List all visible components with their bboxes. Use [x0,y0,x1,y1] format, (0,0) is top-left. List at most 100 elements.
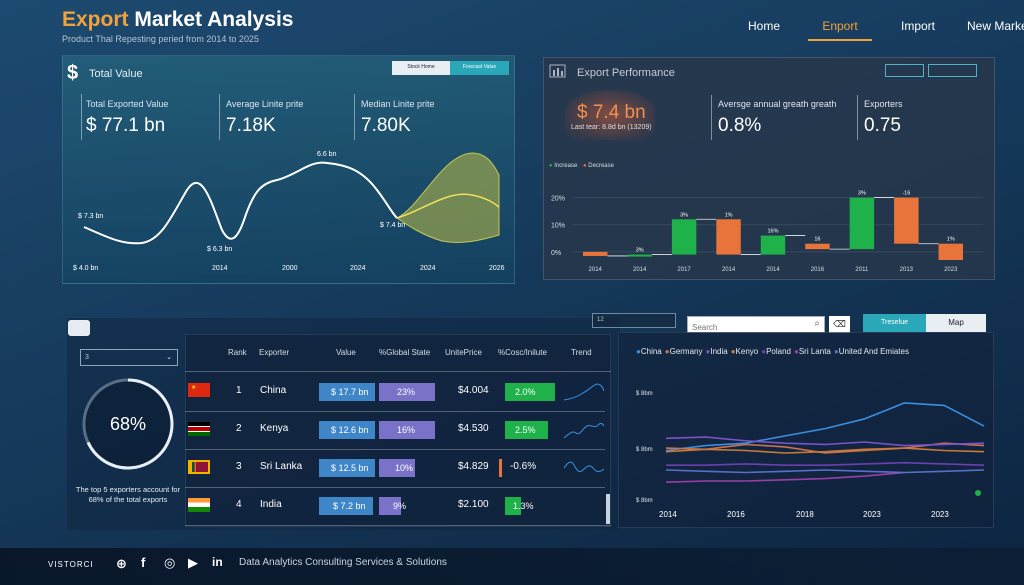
youtube-icon[interactable]: ▶ [188,555,198,570]
series-line-china[interactable] [665,402,985,452]
annotation-peak: 6.6 bn [317,151,337,158]
eraser-icon[interactable]: ⌫ [829,316,850,333]
waterfall-bar[interactable] [849,197,875,250]
waterfall-chart: 20% 10% 0% 2014 3% 2014 3% 2017 1% 2014 16% 2014 16 2… [551,191,983,273]
cell-change: 1.3% [505,497,534,515]
nav-import[interactable]: Import [901,19,936,33]
x-axis-label: 2024 [350,265,366,272]
legend-item[interactable]: India [710,347,728,356]
donut-value: 68% [109,414,147,434]
line-legend: ●China ●Germany ●India ●Kenyo ●Poland ●Sri La… [636,347,909,356]
search-input[interactable] [688,320,806,335]
waterfall-bar[interactable] [716,219,741,255]
series-line-united-and-emiates[interactable] [665,469,985,474]
bar-chart-icon [549,64,566,78]
waterfall-bar[interactable] [894,197,919,244]
nav-export[interactable]: Enport [808,19,872,41]
instagram-icon[interactable]: ◎ [164,555,176,570]
panel-button[interactable] [928,64,977,77]
col-trend[interactable]: Trend [571,348,592,357]
cell-global-share: 23% [379,383,435,401]
x-tick-label: 2014 [589,267,603,273]
waterfall-bar[interactable] [938,243,963,260]
legend-dot-icon: ● [664,347,670,356]
cell-unit-price: $4.829 [458,461,489,472]
cell-global-share: 10% [379,459,415,477]
divider [711,95,712,140]
row-divider [185,411,605,412]
panel-button[interactable] [885,64,924,77]
section-dropdown[interactable]: 3 ⌄ [80,349,178,366]
bar-label: 3% [636,248,644,254]
donut-chart [82,378,174,470]
legend-dot-icon: ● [794,347,799,356]
x-axis-label: 2026 [489,265,505,272]
legend-item[interactable]: Germany [669,347,703,356]
cell-value: $ 12.5 bn [319,459,375,477]
big-value: $ 7.4 bn [577,102,646,123]
series-line-poland[interactable] [666,461,985,466]
col-value[interactable]: Value [336,348,356,357]
waterfall-bar[interactable] [805,243,830,250]
search-icon[interactable]: ⌕ [814,318,820,329]
series-line-kenyo[interactable] [665,447,985,454]
divider [354,94,355,140]
treemap-toggle[interactable]: Treselue [863,314,926,332]
subtitle: Product Thal Repesting peried from 2014 … [62,34,259,44]
row-divider [185,449,605,450]
waterfall-bar[interactable] [627,254,652,257]
total-value-panel [62,55,515,284]
waterfall-bar[interactable] [760,235,786,255]
decrease-dot-icon: ● [582,163,587,169]
nav-home[interactable]: Home [748,19,781,33]
search-box[interactable]: ⌕ [687,316,825,335]
big-value-subtext: Last tear: 8.8d bn (13209) [571,124,652,131]
globe-icon[interactable]: ⊕ [116,556,127,571]
x-axis-label: 2014 [212,265,228,272]
table-scrollbar[interactable] [606,494,610,524]
sri-lanka-flag-icon [188,460,210,474]
legend-item[interactable]: United And Emiates [838,347,909,356]
cell-rank: 2 [236,423,242,434]
x-tick: 2023 [931,510,949,519]
cell-unit-price: $2.100 [458,499,489,510]
waterfall-bar[interactable] [671,219,697,255]
divider [857,95,858,140]
stock-home-toggle[interactable]: Stock Home [392,61,450,75]
trend-sparkline [563,383,605,401]
series-line-sri-lanta[interactable] [665,471,905,483]
cell-global-share: 16% [379,421,435,439]
nav-new-market[interactable]: New Market [967,19,1024,33]
col-exporter[interactable]: Exporter [259,348,290,357]
divider [219,94,220,140]
col-global-share[interactable]: %Global State [379,348,431,357]
waterfall-bar[interactable] [583,251,608,256]
forecast-value-toggle[interactable]: Forecast Value [450,61,509,75]
kpi-label: Exporters [864,99,903,109]
col-unit-price[interactable]: UnitePrice [445,348,482,357]
linkedin-icon[interactable]: in [212,555,223,569]
highlight-glow [565,90,655,140]
donut-progress-arc [82,378,174,470]
facebook-icon[interactable]: f [141,555,146,570]
col-change[interactable]: %Cosc/Inilute [498,348,547,357]
x-tick-label: 2017 [677,267,691,273]
x-tick-label: 2016 [811,267,825,273]
bar-label: 1% [725,212,733,218]
series-line-india[interactable] [665,436,985,447]
cell-change: 2.0% [505,383,555,401]
map-toggle[interactable]: Map [926,314,986,332]
annotation-trough: $ 6.3 bn [207,246,233,253]
row-divider [185,525,611,526]
legend-dot-icon: ● [761,347,767,356]
legend-item[interactable]: China [640,347,662,356]
legend-item[interactable]: Poland [766,347,791,356]
cell-unit-price: $4.004 [458,385,489,396]
col-rank[interactable]: Rank [228,348,247,357]
year-dropdown[interactable]: 12 [592,313,676,328]
legend-item[interactable]: Sri Lanta [798,347,831,356]
historical-line [83,161,398,245]
y-tick: $ 8bm [636,391,653,397]
legend-item[interactable]: Kenyo [735,347,759,356]
kpi-label: Median Linite prite [361,99,435,109]
